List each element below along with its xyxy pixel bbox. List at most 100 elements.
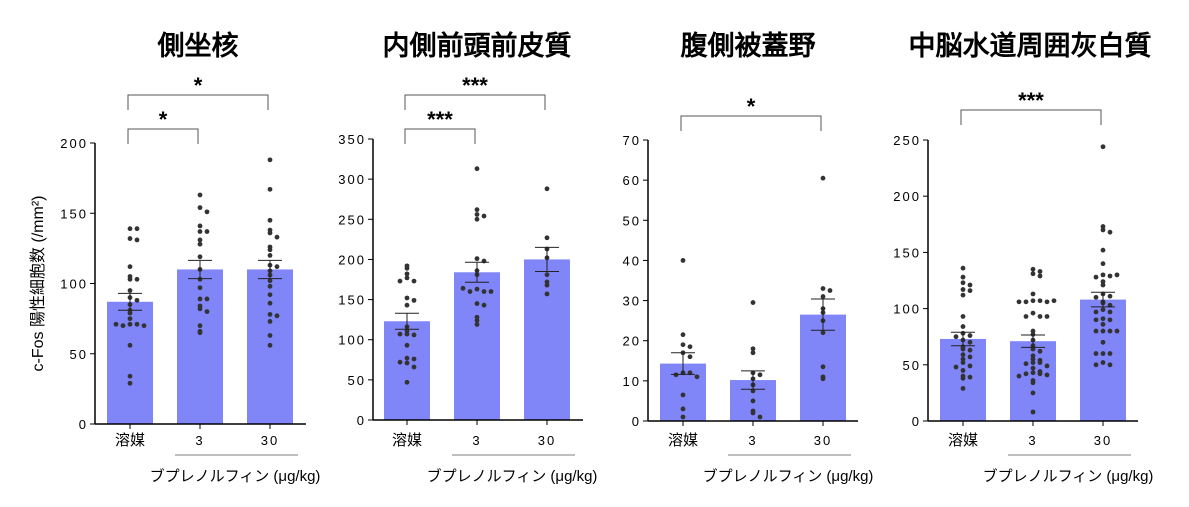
data-point <box>197 205 203 211</box>
data-point <box>267 253 273 258</box>
data-point <box>544 282 550 288</box>
y-tick-label: 10 <box>623 374 641 389</box>
data-point <box>267 319 273 324</box>
y-tick-label: 250 <box>893 133 921 148</box>
data-point <box>1100 316 1106 322</box>
data-point <box>197 241 203 247</box>
data-point <box>1037 273 1043 279</box>
x-tick-label: 3 <box>748 433 757 448</box>
y-tick-label: 100 <box>338 333 366 348</box>
data-point <box>267 283 273 289</box>
y-tick-label: 0 <box>79 417 88 432</box>
data-point <box>481 302 487 308</box>
data-point <box>1023 299 1029 305</box>
data-point <box>1037 298 1043 304</box>
data-point <box>1107 317 1113 323</box>
y-tick-label: 350 <box>338 132 366 147</box>
group-label: ブプレノルフィン (μg/kg) <box>703 467 874 485</box>
data-point <box>1037 360 1043 365</box>
data-point <box>127 264 133 270</box>
data-point <box>1023 371 1029 377</box>
significance-bracket <box>404 94 546 110</box>
data-point <box>960 375 966 381</box>
data-point <box>1093 328 1099 334</box>
data-point <box>960 356 966 362</box>
data-point <box>960 314 966 319</box>
data-point <box>960 352 966 358</box>
data-point <box>1100 247 1106 253</box>
data-point <box>680 332 686 338</box>
data-point <box>474 322 480 327</box>
data-point <box>1030 271 1036 277</box>
y-axis-label: c-Fos 陽性細胞数 (/mm²) <box>29 196 47 372</box>
y-tick-label: 300 <box>338 172 366 187</box>
data-point <box>953 364 959 370</box>
data-point <box>274 313 280 319</box>
data-point <box>750 410 756 416</box>
data-point <box>1093 351 1099 356</box>
data-point <box>474 166 480 172</box>
data-point <box>474 256 480 262</box>
data-point <box>1030 298 1036 304</box>
y-tick-label: 100 <box>893 302 921 317</box>
data-point <box>267 342 273 348</box>
data-point <box>404 342 410 348</box>
data-point <box>544 186 550 192</box>
data-point <box>750 398 756 404</box>
x-tick-label: 3 <box>1028 433 1037 448</box>
group-label: ブプレノルフィン (μg/kg) <box>983 467 1154 485</box>
data-point <box>460 285 466 291</box>
data-point <box>197 323 203 329</box>
data-point <box>134 321 140 327</box>
data-point <box>1100 328 1106 334</box>
data-point <box>960 292 966 298</box>
data-point <box>750 350 756 356</box>
significance-label: * <box>747 94 756 119</box>
data-point <box>1030 360 1036 365</box>
data-point <box>404 331 410 337</box>
y-tick-label: 70 <box>623 133 641 148</box>
data-point <box>411 364 417 370</box>
data-point <box>474 212 480 217</box>
data-point <box>481 213 487 219</box>
data-point <box>404 275 410 281</box>
data-point <box>967 282 973 288</box>
data-point <box>1107 328 1113 334</box>
data-point <box>204 309 210 314</box>
y-tick-label: 150 <box>893 245 921 260</box>
data-point <box>1030 266 1036 272</box>
data-point <box>1093 309 1099 315</box>
data-point <box>687 354 693 360</box>
data-point <box>1100 144 1106 150</box>
bar <box>384 321 430 420</box>
data-point <box>953 334 959 340</box>
data-point <box>267 312 273 317</box>
data-point <box>481 289 487 294</box>
data-point <box>404 265 410 271</box>
data-point <box>267 292 273 298</box>
data-point <box>141 323 147 329</box>
group-label: ブプレノルフィン (μg/kg) <box>427 467 598 485</box>
data-point <box>1100 227 1106 233</box>
data-point <box>680 414 686 420</box>
data-point <box>544 272 550 278</box>
data-point <box>127 310 133 316</box>
data-point <box>1016 299 1022 305</box>
data-point <box>960 280 966 286</box>
data-point <box>1030 310 1036 316</box>
data-point <box>1051 298 1057 304</box>
data-point <box>820 175 826 181</box>
data-point <box>1093 274 1099 280</box>
data-point <box>1030 328 1036 334</box>
data-point <box>960 324 966 329</box>
data-point <box>474 301 480 306</box>
significance-label: *** <box>462 73 488 98</box>
data-point <box>960 386 966 391</box>
data-point <box>127 288 133 293</box>
x-tick-label: 3 <box>195 433 204 448</box>
data-point <box>134 237 140 243</box>
chart-title: 側坐核 <box>157 30 239 61</box>
data-point <box>1030 332 1036 337</box>
data-point <box>757 414 763 420</box>
